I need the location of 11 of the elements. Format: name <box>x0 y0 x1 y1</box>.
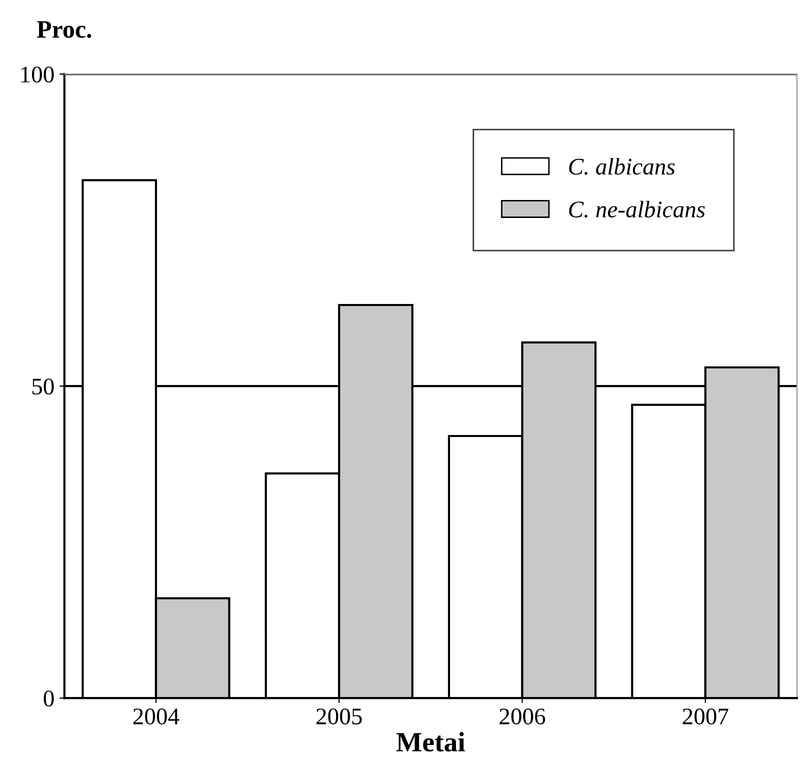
x-tick-label: 2006 <box>500 708 546 724</box>
legend-label: C. albicans <box>569 158 675 175</box>
y-tick-label: 50 <box>32 378 54 395</box>
x-tick-label: 2007 <box>682 708 728 724</box>
y-tick-label: 0 <box>44 690 54 707</box>
x-axis-title: Metai <box>396 732 465 752</box>
x-tick-label: 2005 <box>316 708 362 724</box>
y-axis-title: Proc. <box>36 21 92 38</box>
legend-label: C. ne-albicans <box>569 200 705 218</box>
y-tick-label: 100 <box>21 66 54 83</box>
x-tick-label: 2004 <box>133 708 180 724</box>
